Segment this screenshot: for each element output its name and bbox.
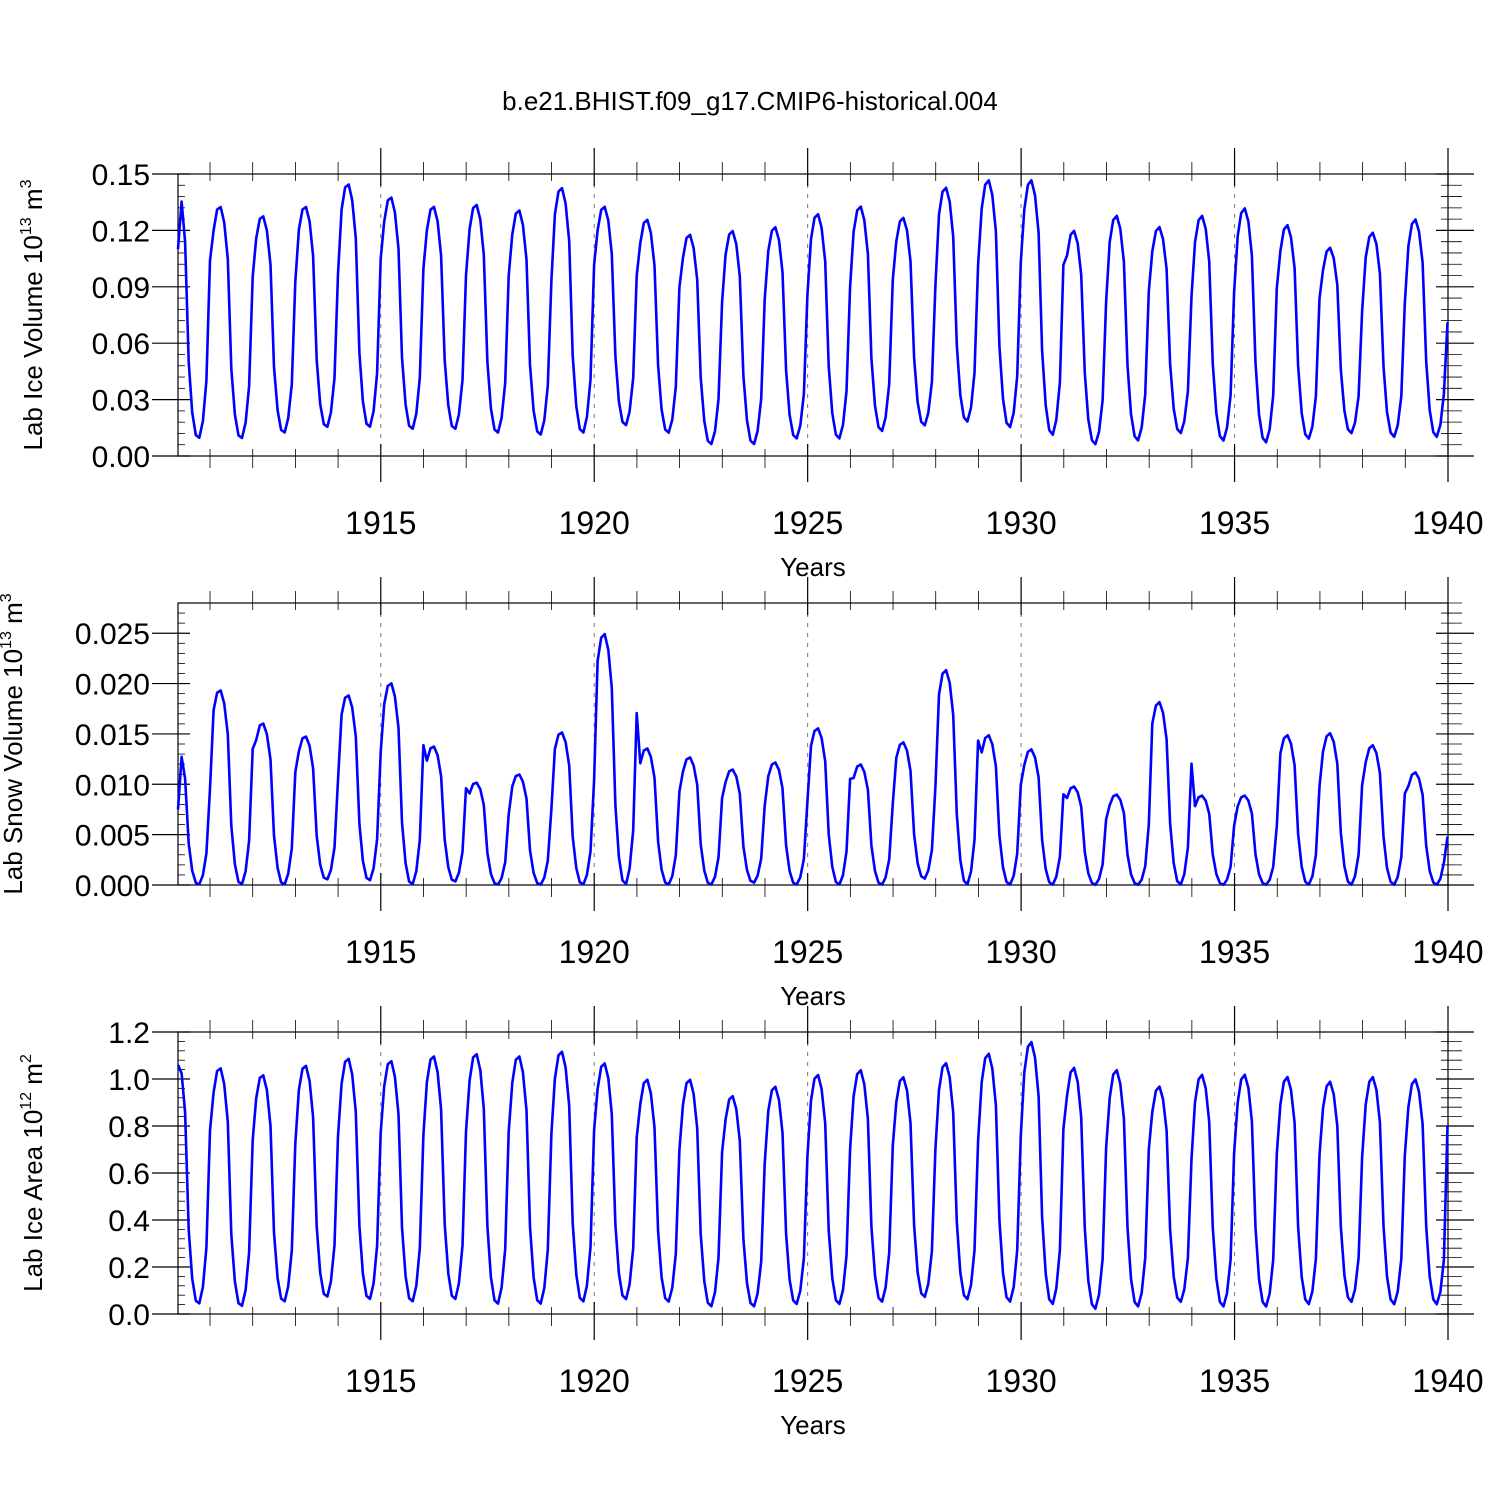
x-tick-label: 1935 (1199, 505, 1270, 541)
chart-title: b.e21.BHIST.f09_g17.CMIP6-historical.004 (502, 86, 998, 116)
x-tick-label: 1940 (1412, 505, 1483, 541)
x-tick-label: 1920 (559, 1363, 630, 1399)
y-tick-label: 0.03 (92, 385, 150, 418)
y-tick-label: 0.010 (75, 769, 150, 802)
x-tick-label: 1940 (1412, 1363, 1483, 1399)
panel-1: 0.00 0.03 0.06 0.09 0.12 0.15 1915 1920 1925 1930… (18, 148, 1484, 582)
panel-2: 0.000 0.005 0.010 0.015 0.020 0.025 1915 1920 19… (0, 577, 1484, 1011)
x-axis-label: Years (780, 981, 846, 1011)
x-tick-label: 1935 (1199, 1363, 1270, 1399)
y-tick-label: 1.0 (108, 1064, 150, 1097)
x-tick-label: 1915 (345, 505, 416, 541)
x-tick-label: 1925 (772, 505, 843, 541)
panel-3: 0.0 0.2 0.4 0.6 0.8 1.0 1.2 1915 1920 1925 1930 193… (18, 1006, 1484, 1440)
y-axis-label: Lab Ice Area 1012 m2 (18, 1054, 48, 1292)
x-tick-label: 1925 (772, 934, 843, 970)
x-tick-label: 1925 (772, 1363, 843, 1399)
series-line (176, 179, 1449, 446)
y-tick-label: 0.8 (108, 1111, 150, 1144)
series-line (176, 1040, 1449, 1310)
y-tick-label: 0.2 (108, 1252, 150, 1285)
x-tick-label: 1915 (345, 934, 416, 970)
x-tick-label: 1930 (986, 934, 1057, 970)
x-tick-label: 1930 (986, 1363, 1057, 1399)
x-tick-label: 1920 (559, 934, 630, 970)
y-tick-label: 0.6 (108, 1158, 150, 1191)
y-axis-label: Lab Ice Volume 1013 m3 (18, 179, 48, 450)
y-tick-label: 1.2 (108, 1017, 150, 1050)
x-axis-label: Years (780, 1410, 846, 1440)
y-tick-label: 0.015 (75, 719, 150, 752)
y-tick-label: 0.025 (75, 618, 150, 651)
y-tick-label: 0.020 (75, 669, 150, 702)
y-tick-label: 0.000 (75, 870, 150, 903)
plot-frame (177, 173, 1449, 457)
y-tick-label: 0.06 (92, 328, 150, 361)
x-tick-label: 1915 (345, 1363, 416, 1399)
x-tick-label: 1920 (559, 505, 630, 541)
y-axis-label: Lab Snow Volume 1013 m3 (0, 593, 28, 894)
y-tick-label: 0.0 (108, 1299, 150, 1332)
y-tick-label: 0.09 (92, 272, 150, 305)
y-tick-label: 0.4 (108, 1205, 150, 1238)
y-tick-label: 0.00 (92, 441, 150, 474)
x-axis-label: Years (780, 552, 846, 582)
plot-frame (177, 602, 1449, 886)
series-line (176, 632, 1449, 887)
y-tick-label: 0.15 (92, 159, 150, 192)
x-tick-label: 1940 (1412, 934, 1483, 970)
x-tick-label: 1935 (1199, 934, 1270, 970)
y-tick-label: 0.12 (92, 215, 150, 248)
y-tick-label: 0.005 (75, 820, 150, 853)
x-tick-label: 1930 (986, 505, 1057, 541)
